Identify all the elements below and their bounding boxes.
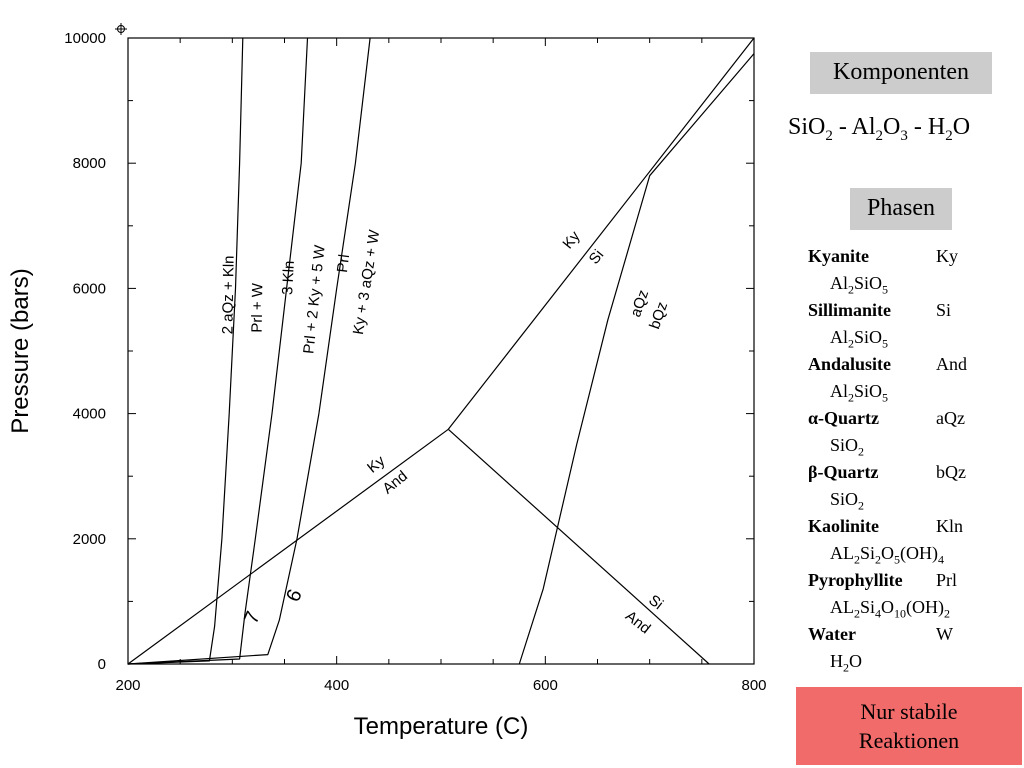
curve-ky-si xyxy=(447,37,755,430)
phase-formula-row: SiO2 xyxy=(808,486,1020,513)
curve-label-si-and: And xyxy=(622,608,654,638)
y-tick-label: 4000 xyxy=(73,406,106,423)
components-header: Komponenten xyxy=(810,52,992,94)
y-tick-label: 2000 xyxy=(73,531,106,548)
phase-list: Kyanite Ky Al2SiO5 Sillimanite Si Al2SiO5 Anda… xyxy=(808,243,1020,675)
phase-formula: SiO2 xyxy=(830,435,865,459)
phase-name: β-Quartz xyxy=(808,462,879,482)
curve-label-ky-si: Ky xyxy=(559,228,584,253)
phase-row: Water W xyxy=(808,621,1020,648)
reaction-labels: 2 aQz + Kln Prl + W 3 Kln Prl + 2 Ky + 5 W P… xyxy=(219,228,671,638)
stable-reactions-box: Nur stabile Reaktionen xyxy=(796,687,1022,765)
phase-name: Water xyxy=(808,624,856,644)
phase-abbreviation: Kln xyxy=(936,516,963,536)
curve-kln-prl-w xyxy=(127,37,244,665)
y-tick-label: 6000 xyxy=(73,280,106,297)
phase-row: α-Quartz aQz xyxy=(808,405,1020,432)
curve-label-prl-ky-aqz-w: Ky + 3 aQz + W xyxy=(350,228,383,336)
curve-ky-and xyxy=(127,428,449,665)
phase-formula: AL2Si4O10(OH)2 xyxy=(830,597,951,621)
phase-abbreviation: And xyxy=(936,354,967,374)
stable-box-line-2: Reaktionen xyxy=(858,728,960,753)
phase-formula: Al2SiO5 xyxy=(830,381,889,405)
reaction-curves xyxy=(127,37,755,665)
phase-formula-row: AL2Si4O10(OH)2 xyxy=(808,594,1020,621)
phase-formula: Al2SiO5 xyxy=(830,327,889,351)
phase-formula-row: AL2Si2O5(OH)4 xyxy=(808,540,1020,567)
curve-label-ky-and: Ky xyxy=(364,452,389,477)
x-tick-label: 200 xyxy=(115,677,140,694)
corner-icon xyxy=(115,23,127,35)
phase-formula-row: Al2SiO5 xyxy=(808,270,1020,297)
phase-formula-row: H2O xyxy=(808,648,1020,675)
phase-formula-row: SiO2 xyxy=(808,432,1020,459)
curve-kln-prl-ky-w xyxy=(127,37,309,665)
curve-label-kln-prl-ky-w: Prl + 2 Ky + 5 W xyxy=(300,244,328,355)
y-tick-label: 0 xyxy=(98,656,106,673)
phase-formula: SiO2 xyxy=(830,489,865,513)
phase-abbreviation: aQz xyxy=(936,408,965,428)
curve-prl-ky-aqz-w xyxy=(127,37,371,665)
curve-label-kln-prl-w: Prl + W xyxy=(249,282,267,333)
curve-label-aqz-bqz: bQz xyxy=(646,300,671,332)
phase-formula-row: Al2SiO5 xyxy=(808,378,1020,405)
phase-formula-row: Al2SiO5 xyxy=(808,324,1020,351)
curve-label-aqz-bqz: aQz xyxy=(627,288,652,320)
x-tick-label: 400 xyxy=(324,677,349,694)
phase-row: Kaolinite Kln xyxy=(808,513,1020,540)
curve-label-ky-and: And xyxy=(379,467,410,497)
phases-header: Phasen xyxy=(850,188,952,230)
phase-formula: H2O xyxy=(830,651,862,675)
phase-name: Andalusite xyxy=(808,354,892,374)
phase-name: Pyrophyllite xyxy=(808,570,903,590)
plot-frame xyxy=(127,37,755,665)
curve-label-kln-prl-w: 2 aQz + Kln xyxy=(219,255,237,334)
phase-abbreviation: Prl xyxy=(936,570,958,590)
curve-label-kln-prl-ky-w: 3 Kln xyxy=(279,260,298,295)
axis-ticks xyxy=(127,37,755,665)
phase-row: Pyrophyllite Prl xyxy=(808,567,1020,594)
phase-name: Kaolinite xyxy=(808,516,879,536)
phase-row: Kyanite Ky xyxy=(808,243,1020,270)
phase-name: α-Quartz xyxy=(808,408,880,428)
phase-abbreviation: W xyxy=(936,624,953,644)
phase-row: β-Quartz bQz xyxy=(808,459,1020,486)
phase-abbreviation: Ky xyxy=(936,246,958,266)
curve-label-prl-ky-aqz-w: 6 xyxy=(282,586,307,605)
phase-name: Kyanite xyxy=(808,246,869,266)
phase-abbreviation: Si xyxy=(936,300,952,320)
phase-abbreviation: bQz xyxy=(936,462,966,482)
curve-si-and xyxy=(447,428,710,665)
y-axis-title: Pressure (bars) xyxy=(7,268,34,433)
phase-row: Andalusite And xyxy=(808,351,1020,378)
phase-row: Sillimanite Si xyxy=(808,297,1020,324)
y-tick-label: 8000 xyxy=(73,155,106,172)
phase-name: Sillimanite xyxy=(808,300,892,320)
phase-formula: Al2SiO5 xyxy=(830,273,889,297)
stable-box-line-1: Nur stabile xyxy=(860,699,958,724)
x-tick-label: 600 xyxy=(533,677,558,694)
y-tick-label: 10000 xyxy=(64,30,106,47)
phase-formula: AL2Si2O5(OH)4 xyxy=(830,543,945,567)
x-tick-label: 800 xyxy=(741,677,766,694)
curve-aqz-bqz xyxy=(518,53,755,665)
x-axis-title: Temperature (C) xyxy=(354,713,529,740)
components-formula: SiO2 - Al2O3 - H2O xyxy=(788,114,971,144)
curve-label-prl-ky-aqz-w: Prl xyxy=(334,253,353,273)
